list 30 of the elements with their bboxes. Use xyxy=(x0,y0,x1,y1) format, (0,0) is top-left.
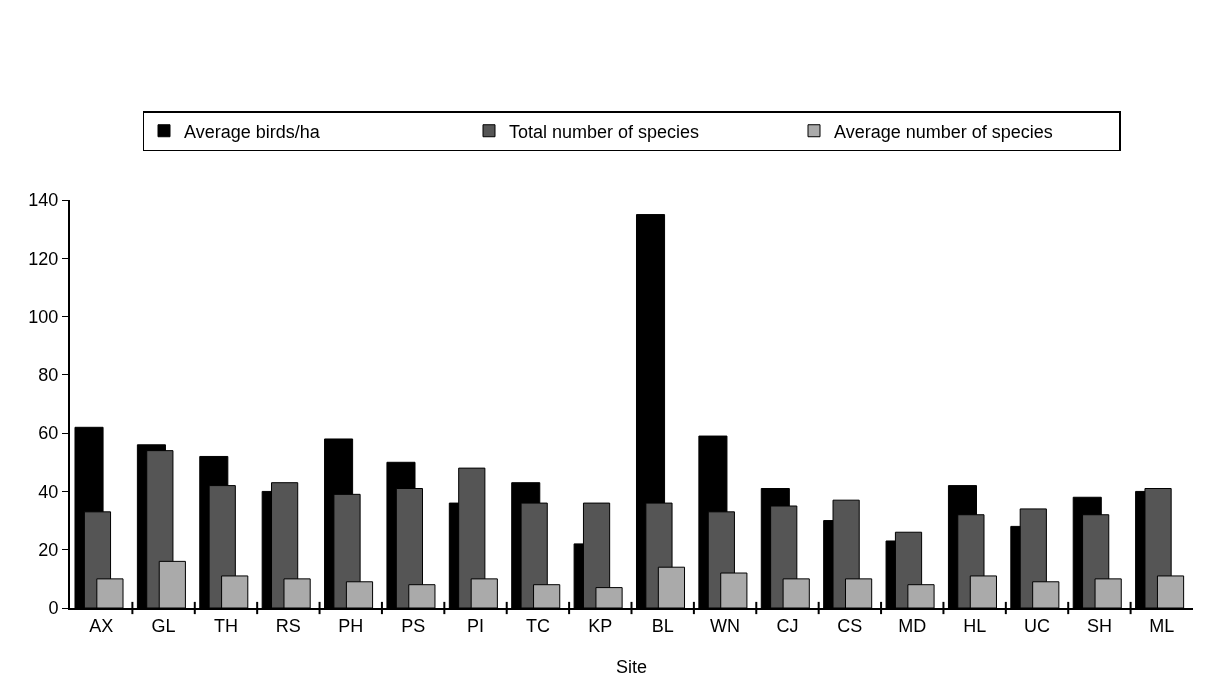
y-tick-label: 140 xyxy=(28,190,59,211)
x-tick-label: MD xyxy=(898,615,927,636)
legend-label: Average birds/ha xyxy=(184,121,321,142)
y-tick-label: 100 xyxy=(28,306,59,327)
x-tick-label: KP xyxy=(588,615,613,636)
x-tick-label: GL xyxy=(151,615,176,636)
x-tick-label: RS xyxy=(275,615,301,636)
x-axis-title: Site xyxy=(615,657,648,677)
x-tick-label: TH xyxy=(213,615,238,636)
y-tick-label: 80 xyxy=(38,365,59,386)
x-tick-label: SH xyxy=(1086,615,1112,636)
x-tick-label: BL xyxy=(651,615,674,636)
x-tick-label: UC xyxy=(1024,615,1051,636)
x-tick-label: TC xyxy=(525,615,550,636)
y-tick-label: 20 xyxy=(38,540,59,561)
x-tick-label: ML xyxy=(1149,615,1175,636)
x-tick-label: PH xyxy=(338,615,364,636)
x-tick-label: CJ xyxy=(776,615,799,636)
y-tick-label: 0 xyxy=(48,598,59,619)
y-tick-label: 60 xyxy=(38,423,59,444)
x-tick-label: HL xyxy=(963,615,987,636)
y-tick-label: 40 xyxy=(38,481,59,502)
x-tick-label: WN xyxy=(710,615,741,636)
x-tick-label: PI xyxy=(467,615,485,636)
x-tick-label: CS xyxy=(837,615,863,636)
x-tick-label: PS xyxy=(401,615,426,636)
legend-label: Total number of species xyxy=(509,121,700,142)
x-tick-label: AX xyxy=(89,615,114,636)
legend-label: Average number of species xyxy=(834,121,1053,142)
y-tick-label: 120 xyxy=(28,248,59,269)
